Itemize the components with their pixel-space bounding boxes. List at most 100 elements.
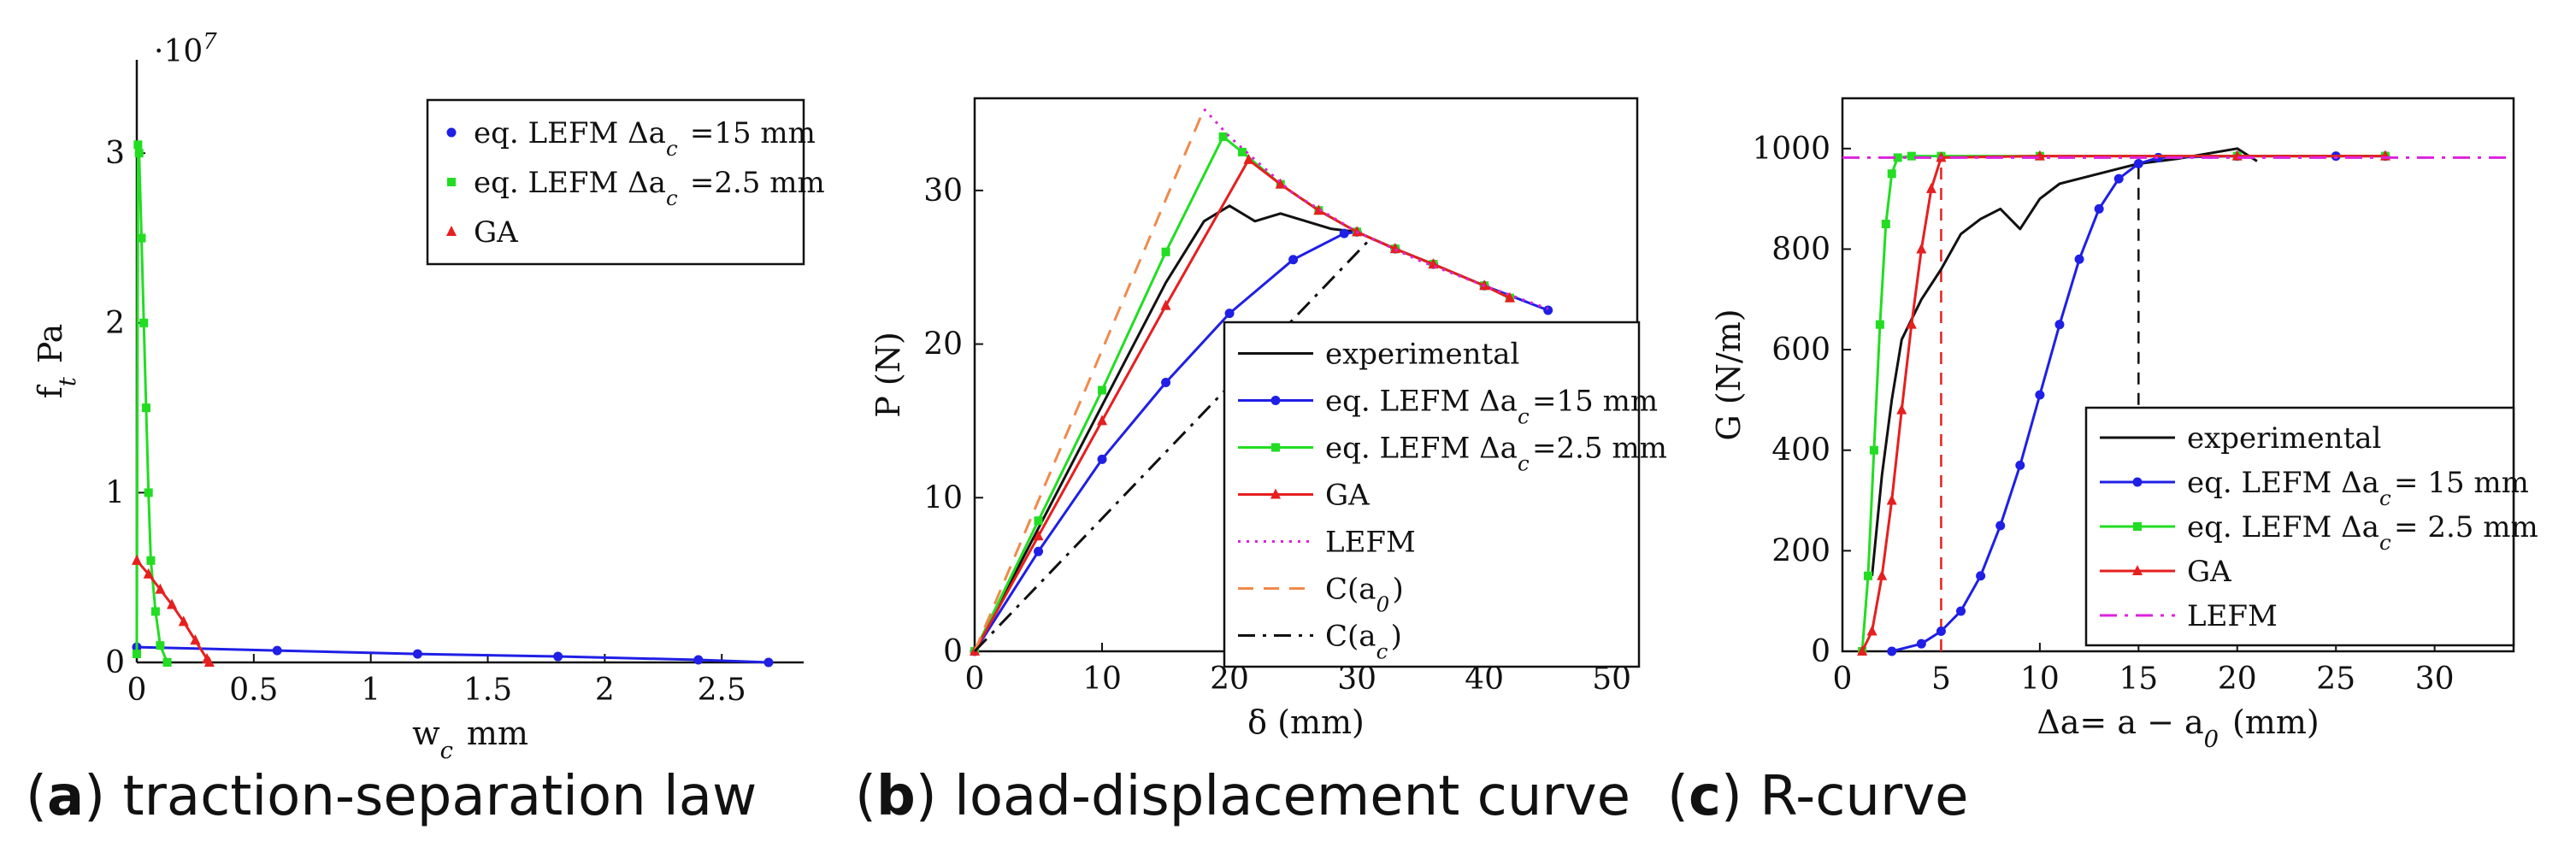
x-tick-label: 15 (2119, 662, 2158, 697)
legend-marker (447, 178, 456, 186)
data-point (1389, 243, 1400, 254)
data-point (1097, 415, 1108, 426)
y-tick-label: 30 (923, 174, 963, 209)
x-tick-label: 0 (127, 673, 147, 708)
data-point (1887, 169, 1896, 179)
y-axis-label: P (N) (869, 332, 907, 418)
data-point (133, 650, 141, 659)
data-point (693, 655, 704, 665)
legend-label: LEFM (1325, 526, 1416, 560)
data-point (412, 649, 422, 659)
legend-marker (446, 127, 457, 138)
data-point (1893, 153, 1902, 162)
data-point (150, 607, 160, 616)
legend-label: eq. LEFM Δac = 2.5 mm (2187, 510, 2538, 555)
data-point (143, 568, 154, 579)
series-line (136, 645, 769, 664)
data-point (1275, 178, 1286, 189)
y-tick-label: 400 (1771, 433, 1830, 468)
data-point (1543, 305, 1553, 315)
data-point (2094, 203, 2104, 214)
x-axis-label: wc mm (412, 715, 528, 764)
data-point (1916, 638, 1926, 649)
legend-marker (1270, 488, 1281, 499)
legend-label: LEFM (2187, 599, 2278, 633)
data-point (1866, 625, 1877, 636)
data-point (155, 583, 166, 594)
legend-marker (1270, 396, 1281, 405)
legend-label: eq. LEFM Δac =15 mm (474, 116, 816, 161)
data-point (553, 651, 563, 662)
data-point (167, 598, 178, 609)
data-point (2054, 320, 2065, 330)
data-point (1243, 153, 1254, 164)
data-point (1288, 255, 1299, 265)
data-point (1097, 454, 1107, 464)
data-point (1881, 220, 1890, 229)
legend: eq. LEFM Δac =15 mm eq. LEFM Δac =2.5 mm G… (426, 98, 825, 266)
data-point (190, 634, 201, 645)
y-tick-label: 200 (1771, 533, 1830, 568)
data-point (1218, 132, 1228, 141)
data-point (137, 233, 146, 243)
x-tick-label: 0 (1833, 662, 1853, 697)
data-point (134, 149, 144, 158)
data-point (1034, 516, 1043, 526)
legend-label: eq. LEFM Δac =2.5 mm (1325, 432, 1667, 476)
data-point (2133, 158, 2143, 168)
legend-label: GA (474, 215, 518, 250)
data-point (1877, 569, 1888, 580)
data-point (178, 615, 189, 627)
y-tick-label: 2 (105, 306, 125, 341)
legend-label: GA (2187, 555, 2231, 589)
data-point (156, 641, 165, 650)
x-tick-label: 2 (595, 673, 615, 708)
data-point (1033, 530, 1044, 541)
x-tick-label: 1.5 (463, 673, 512, 708)
data-point (1160, 299, 1171, 310)
data-point (1504, 291, 1515, 303)
x-tick-label: 10 (2020, 662, 2060, 697)
legend-label: experimental (1325, 338, 1519, 372)
x-tick-label: 1 (361, 673, 380, 708)
data-point (1034, 546, 1044, 556)
x-tick-label: 0 (965, 662, 985, 697)
panel-traction-separation: 0 0.5 1 1.5 2 2.5 0 1 2 3 wc mm ft Pa ·107 eq. LEFM … (32, 29, 825, 764)
x-tick-label: 30 (2415, 662, 2455, 697)
legend-marker (2132, 565, 2143, 575)
series-line (973, 238, 1371, 653)
data-point (132, 554, 142, 565)
y-tick-label: 1000 (1752, 132, 1830, 167)
data-point (141, 403, 150, 413)
x-tick-label: 20 (2218, 662, 2257, 697)
series-line (1203, 108, 1549, 310)
y-tick-label: 0 (105, 645, 125, 680)
data-point (2015, 460, 2025, 470)
data-point (2074, 254, 2084, 264)
y-tick-label: 0 (1811, 634, 1830, 669)
legend-label: eq. LEFM Δac = 15 mm (2187, 466, 2529, 510)
y-tick-label: 10 (923, 480, 963, 515)
x-tick-label: 10 (1082, 662, 1122, 697)
legend-label: C(ac ) (1325, 620, 1402, 664)
data-point (1956, 606, 1966, 616)
y-tick-label: 0 (943, 634, 963, 669)
data-point (1976, 571, 1986, 581)
legend-marker (1271, 443, 1280, 452)
data-point (1925, 182, 1936, 193)
data-point (2035, 390, 2045, 400)
data-point (1339, 228, 1349, 238)
y-tick-label: 1 (105, 475, 125, 510)
plot-frame (1841, 97, 2515, 653)
data-point (763, 657, 774, 668)
data-point (1224, 309, 1235, 319)
data-point (1916, 243, 1927, 254)
data-point (1098, 385, 1107, 395)
x-tick-label: 0.5 (229, 673, 278, 708)
data-point (1313, 204, 1324, 215)
legend-label: GA (1325, 479, 1370, 513)
data-point (1906, 318, 1917, 329)
legend-marker (446, 226, 457, 236)
